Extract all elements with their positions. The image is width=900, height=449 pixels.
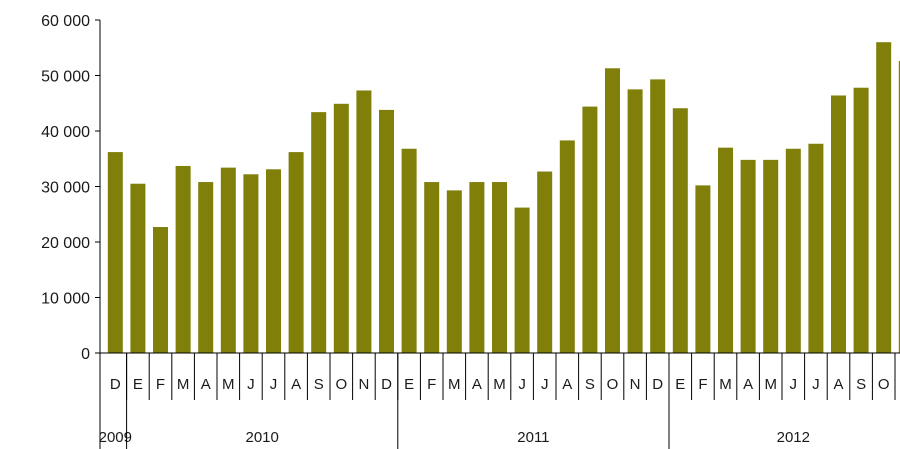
bar: [672, 108, 688, 354]
year-label: 2011: [517, 429, 549, 446]
bar: [695, 185, 711, 353]
x-tick-label: D: [381, 376, 392, 393]
x-tick-label: O: [607, 376, 619, 393]
bar: [898, 61, 900, 353]
bar: [356, 90, 372, 354]
x-labels-group: DEFMAMJJASONDEFMAMJJASONDEFMAMJJASON: [110, 353, 896, 400]
x-tick-label: J: [541, 376, 549, 393]
year-label: 2012: [777, 429, 810, 446]
x-tick-label: O: [878, 376, 890, 393]
y-tick-label: 40 000: [41, 124, 90, 141]
bar: [740, 159, 756, 353]
year-label: 2009: [99, 429, 132, 446]
x-tick-label: J: [247, 376, 255, 393]
x-tick-label: J: [518, 376, 526, 393]
x-tick-label: A: [472, 376, 482, 393]
y-ticks-group: 0 10 000 20 000 30 000 40 000 50 000 60 000: [41, 13, 100, 363]
x-tick-label: J: [270, 376, 278, 393]
y-tick-label: 30 000: [41, 180, 90, 197]
bar: [153, 227, 168, 353]
x-tick-label: E: [133, 376, 143, 393]
x-tick-label: J: [790, 376, 798, 393]
x-tick-label: M: [222, 376, 235, 393]
x-tick-label: D: [110, 376, 121, 393]
y-tick-label: 0: [81, 346, 90, 363]
x-tick-label: J: [812, 376, 820, 393]
x-tick-label: N: [630, 376, 641, 393]
year-labels-group: 2009 2010 2011 2012: [99, 353, 810, 449]
bar: [107, 152, 123, 353]
bar: [808, 143, 824, 353]
bar: [401, 148, 417, 353]
bar: [718, 147, 733, 353]
bar: [266, 169, 281, 353]
bar: [198, 182, 214, 353]
x-tick-label: A: [562, 376, 572, 393]
x-tick-label: M: [493, 376, 506, 393]
bar: [469, 182, 485, 353]
bar: [175, 165, 191, 353]
x-tick-label: F: [156, 376, 165, 393]
bar: [220, 167, 236, 353]
bar: [130, 183, 146, 353]
y-tick-label: 60 000: [41, 13, 90, 30]
bar: [424, 182, 440, 353]
bar: [492, 182, 507, 353]
x-tick-label: S: [585, 376, 595, 393]
bar: [853, 87, 869, 354]
bar: [763, 159, 779, 353]
x-tick-label: A: [291, 376, 301, 393]
bar: [333, 103, 349, 354]
x-tick-label: M: [719, 376, 732, 393]
x-tick-label: D: [652, 376, 663, 393]
bar: [446, 190, 462, 353]
bar: [379, 109, 394, 353]
bar: [627, 89, 643, 353]
bar: [311, 112, 327, 353]
x-tick-label: S: [856, 376, 866, 393]
bar: [514, 207, 530, 353]
bar: [831, 95, 846, 353]
bar: [650, 79, 666, 353]
x-tick-label: O: [335, 376, 347, 393]
x-tick-label: A: [833, 376, 843, 393]
x-tick-label: E: [404, 376, 414, 393]
x-tick-label: F: [698, 376, 707, 393]
x-tick-label: E: [675, 376, 685, 393]
y-tick-label: 20 000: [41, 235, 90, 252]
x-tick-label: A: [201, 376, 211, 393]
x-tick-label: A: [743, 376, 753, 393]
x-tick-label: M: [448, 376, 461, 393]
bar: [605, 68, 620, 353]
bar: [288, 152, 304, 353]
y-tick-label: 10 000: [41, 291, 90, 308]
bar: [243, 174, 259, 353]
x-tick-label: M: [764, 376, 777, 393]
bars-group: [107, 42, 900, 354]
bar: [876, 42, 892, 353]
bar: [785, 148, 801, 353]
bar: [559, 140, 575, 353]
y-tick-label: 50 000: [41, 69, 90, 86]
x-tick-label: F: [427, 376, 436, 393]
x-tick-label: S: [314, 376, 324, 393]
x-tick-label: M: [177, 376, 190, 393]
x-tick-label: N: [358, 376, 369, 393]
bar: [582, 106, 598, 353]
year-label: 2010: [246, 429, 279, 446]
bar: [537, 171, 553, 353]
